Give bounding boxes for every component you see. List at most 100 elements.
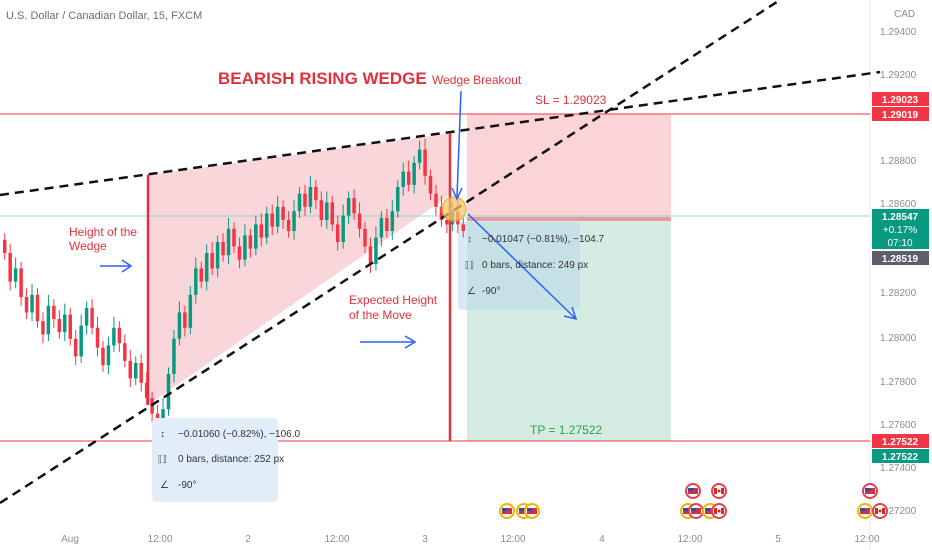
wedge-lower-trendline[interactable] bbox=[0, 0, 781, 505]
candle-body[interactable] bbox=[101, 347, 105, 366]
candle-body[interactable] bbox=[363, 228, 367, 247]
price-tag-text: 1.29019 bbox=[882, 110, 919, 121]
candle-body[interactable] bbox=[292, 211, 296, 231]
candle-body[interactable] bbox=[24, 297, 29, 313]
candle-body[interactable] bbox=[390, 211, 395, 231]
candle-body[interactable] bbox=[428, 176, 433, 194]
range-icon: ↕ bbox=[160, 429, 165, 440]
y-axis[interactable]: 1.29400 1.29200 1.28800 1.28600 1.28200 … bbox=[880, 27, 917, 517]
candle-body[interactable] bbox=[385, 217, 389, 231]
candle-body[interactable] bbox=[297, 193, 302, 212]
breakout-highlight-circle[interactable] bbox=[441, 196, 467, 222]
candle-body[interactable] bbox=[161, 409, 165, 423]
candle-body[interactable] bbox=[423, 149, 427, 176]
candle-body[interactable] bbox=[439, 206, 444, 220]
arrow-icon bbox=[100, 259, 133, 273]
candle-body[interactable] bbox=[204, 253, 209, 282]
candle-body[interactable] bbox=[352, 198, 356, 214]
candle-body[interactable] bbox=[221, 242, 225, 256]
candle-body[interactable] bbox=[254, 224, 258, 249]
candle-body[interactable] bbox=[445, 220, 449, 225]
candle-body[interactable] bbox=[303, 193, 307, 207]
candle-body[interactable] bbox=[325, 202, 329, 220]
candle-body[interactable] bbox=[243, 235, 247, 260]
candle-body[interactable] bbox=[215, 242, 220, 269]
candle-body[interactable] bbox=[341, 215, 345, 242]
candle-body[interactable] bbox=[35, 294, 40, 322]
candle-body[interactable] bbox=[417, 149, 422, 163]
candle-body[interactable] bbox=[357, 213, 362, 229]
y-tick-label: 1.28200 bbox=[880, 288, 917, 299]
candle-body[interactable] bbox=[188, 294, 193, 328]
candle-body[interactable] bbox=[194, 268, 198, 295]
candle-body[interactable] bbox=[117, 327, 122, 344]
candle-body[interactable] bbox=[2, 239, 7, 253]
candle-body[interactable] bbox=[128, 360, 133, 379]
candle-body[interactable] bbox=[79, 325, 83, 357]
height-wedge-label: Wedge bbox=[69, 239, 107, 253]
candle-body[interactable] bbox=[275, 206, 280, 227]
candle-body[interactable] bbox=[8, 253, 12, 282]
arrow-icon bbox=[360, 335, 417, 349]
candle-body[interactable] bbox=[106, 345, 111, 366]
candle-body[interactable] bbox=[270, 213, 274, 227]
candle-body[interactable] bbox=[210, 253, 214, 269]
candle-body[interactable] bbox=[401, 171, 405, 187]
candle-body[interactable] bbox=[461, 224, 466, 231]
symbol-title[interactable]: U.S. Dollar / Canadian Dollar, 15, FXCM bbox=[6, 10, 202, 22]
candle-body[interactable] bbox=[308, 187, 313, 207]
candle-body[interactable] bbox=[19, 268, 23, 297]
candle-body[interactable] bbox=[259, 224, 264, 238]
candle-body[interactable] bbox=[166, 374, 171, 410]
candle-body[interactable] bbox=[335, 224, 340, 242]
candle-body[interactable] bbox=[84, 308, 89, 326]
candle-body[interactable] bbox=[319, 200, 324, 220]
candle-body[interactable] bbox=[68, 314, 72, 339]
candle-body[interactable] bbox=[396, 187, 400, 212]
candle-body[interactable] bbox=[90, 308, 94, 328]
candle-body[interactable] bbox=[346, 198, 351, 216]
candle-body[interactable] bbox=[265, 213, 269, 238]
candle-body[interactable] bbox=[144, 382, 149, 399]
candle-body[interactable] bbox=[63, 314, 67, 333]
candle-body[interactable] bbox=[57, 319, 62, 333]
wedge-upper-trendline[interactable] bbox=[0, 70, 881, 197]
candle-body[interactable] bbox=[95, 327, 100, 348]
stop-loss-zone[interactable] bbox=[467, 114, 671, 220]
candle-body[interactable] bbox=[248, 235, 253, 249]
candle-body[interactable] bbox=[46, 305, 51, 335]
measure-box-right[interactable] bbox=[458, 222, 580, 310]
candle-body[interactable] bbox=[133, 363, 138, 379]
candle-body[interactable] bbox=[199, 268, 203, 282]
candle-body[interactable] bbox=[406, 171, 411, 185]
candle-body[interactable] bbox=[30, 294, 34, 313]
economic-events[interactable] bbox=[499, 483, 888, 519]
wedge-shaded-area[interactable] bbox=[148, 133, 450, 405]
candle-body[interactable] bbox=[330, 202, 335, 225]
candle-body[interactable] bbox=[172, 338, 176, 374]
candle-body[interactable] bbox=[183, 312, 187, 328]
candle-body[interactable] bbox=[237, 246, 242, 260]
candle-body[interactable] bbox=[13, 268, 18, 282]
candle-body[interactable] bbox=[177, 312, 182, 339]
candle-body[interactable] bbox=[112, 327, 116, 346]
candle-body[interactable] bbox=[286, 220, 291, 231]
x-axis[interactable]: Aug 12:00 2 12:00 3 12:00 4 12:00 5 12:0… bbox=[61, 534, 880, 545]
candle-body[interactable] bbox=[374, 237, 378, 264]
candle-body[interactable] bbox=[412, 162, 416, 185]
candle-body[interactable] bbox=[232, 228, 236, 247]
candle-body[interactable] bbox=[226, 228, 231, 256]
candle-body[interactable] bbox=[139, 363, 143, 383]
candle-body[interactable] bbox=[281, 206, 285, 220]
candle-body[interactable] bbox=[123, 343, 127, 361]
candle-body[interactable] bbox=[41, 321, 45, 335]
candle-body[interactable] bbox=[434, 193, 438, 207]
candle-body[interactable] bbox=[379, 217, 384, 238]
candle-body[interactable] bbox=[368, 246, 373, 264]
candle-body[interactable] bbox=[73, 338, 78, 357]
candle-body[interactable] bbox=[314, 187, 318, 201]
candle-body[interactable] bbox=[52, 305, 56, 319]
measure-box-left[interactable] bbox=[152, 418, 278, 502]
y-tick-label: 1.29400 bbox=[880, 27, 917, 38]
